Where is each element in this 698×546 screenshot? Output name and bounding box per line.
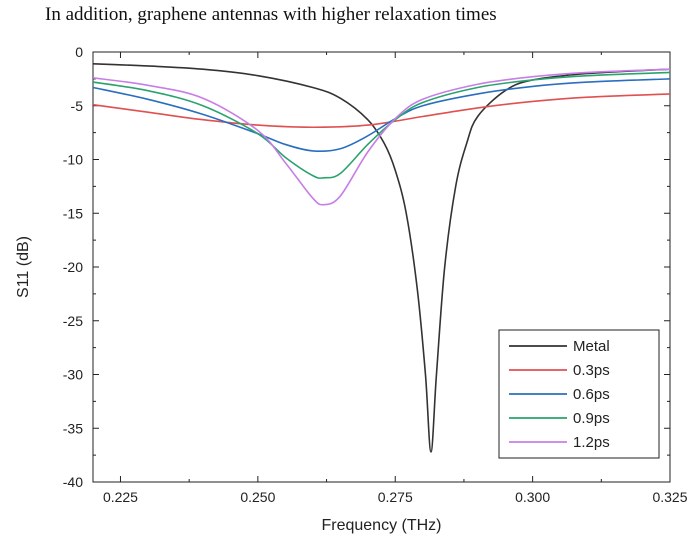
y-tick-label: -10 (63, 152, 83, 168)
series-line-1-2ps (92, 68, 671, 206)
x-tick-label: 0.300 (515, 489, 550, 505)
legend: Metal 0.3ps 0.6ps 0.9ps 1.2ps (498, 329, 660, 459)
x-tick-label: 0.325 (652, 489, 687, 505)
series-line-metal (92, 63, 671, 453)
series-layer (92, 63, 671, 453)
figure-caption-text: In addition, graphene antennas with high… (45, 4, 497, 25)
x-tick-label: 0.275 (378, 489, 413, 505)
series-line-0-6ps (92, 78, 671, 153)
legend-label: Metal (573, 338, 610, 355)
y-axis-title: S11 (dB) (15, 236, 32, 298)
x-axis-title: Frequency (THz) (321, 517, 441, 534)
y-tick-label: -40 (63, 474, 83, 490)
x-tick-label: 0.250 (240, 489, 275, 505)
y-tick-label: -15 (63, 205, 83, 221)
y-tick-label: -20 (63, 259, 83, 275)
legend-label: 0.3ps (573, 362, 610, 379)
y-tick-label: -25 (63, 313, 83, 329)
legend-label: 0.9ps (573, 410, 610, 427)
y-tick-label: -5 (71, 98, 84, 114)
x-axis: 0.225 0.250 0.275 0.300 0.325 (103, 52, 688, 505)
y-tick-label: 0 (75, 44, 83, 60)
series-line-0-9ps (92, 71, 671, 179)
y-tick-label: -35 (63, 420, 83, 436)
y-axis: 0 -5 -10 -15 -20 -25 -30 -35 -40 (63, 44, 670, 490)
x-tick-label: 0.225 (103, 489, 138, 505)
series-line-0-3ps (92, 93, 671, 129)
legend-label: 0.6ps (573, 386, 610, 403)
y-tick-label: -30 (63, 367, 83, 383)
legend-label: 1.2ps (573, 434, 610, 451)
